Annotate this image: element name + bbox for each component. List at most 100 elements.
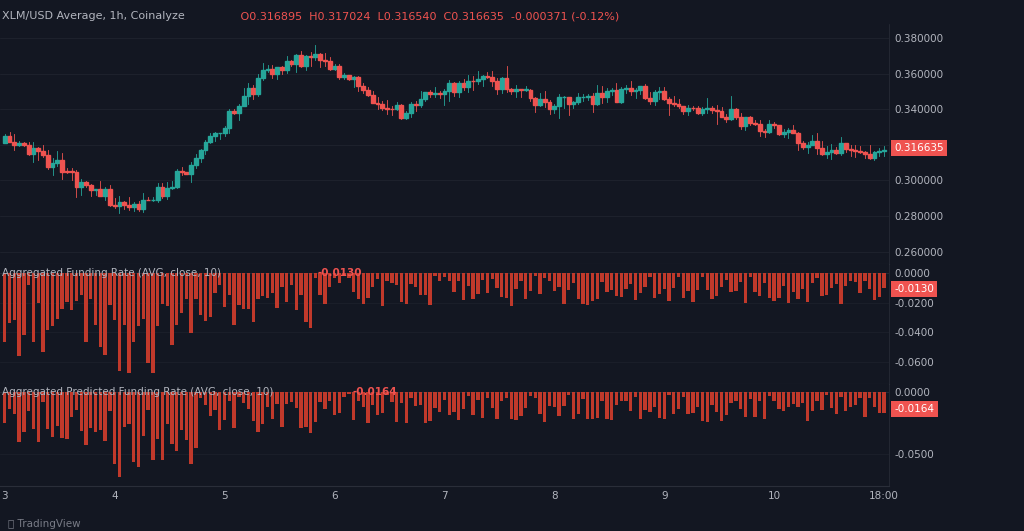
Bar — [610, 392, 613, 421]
Bar — [261, 70, 265, 78]
Bar — [290, 62, 294, 64]
Text: ⧉ TradingView: ⧉ TradingView — [8, 519, 81, 529]
Bar — [863, 392, 866, 417]
Bar — [146, 273, 150, 363]
Bar — [390, 392, 393, 401]
Bar — [270, 273, 274, 293]
Bar — [447, 83, 452, 91]
Bar — [514, 273, 518, 289]
Bar — [476, 392, 479, 400]
Bar — [237, 106, 241, 113]
Bar — [294, 55, 298, 64]
Bar — [414, 273, 418, 287]
Bar — [485, 273, 489, 293]
Bar — [471, 273, 475, 298]
Bar — [80, 273, 83, 295]
Bar — [562, 273, 565, 304]
Bar — [60, 160, 65, 172]
Bar — [796, 133, 800, 143]
Bar — [51, 273, 54, 326]
Bar — [433, 273, 436, 276]
Bar — [500, 273, 504, 297]
Bar — [232, 111, 237, 113]
Bar — [577, 273, 580, 299]
Bar — [849, 149, 853, 150]
Bar — [811, 392, 814, 411]
Bar — [820, 148, 824, 153]
Bar — [749, 117, 753, 123]
Bar — [786, 130, 791, 132]
Bar — [609, 90, 613, 91]
Bar — [548, 102, 552, 109]
Bar — [668, 273, 671, 302]
Bar — [682, 392, 685, 397]
Bar — [629, 392, 633, 410]
Bar — [351, 78, 355, 79]
Bar — [863, 152, 867, 154]
Bar — [266, 392, 269, 407]
Bar — [754, 392, 757, 417]
Bar — [824, 152, 828, 153]
Bar — [786, 273, 791, 303]
Bar — [872, 273, 877, 300]
Bar — [792, 392, 795, 404]
Bar — [89, 392, 92, 427]
Bar — [189, 273, 193, 333]
Bar — [700, 273, 705, 277]
Bar — [548, 273, 551, 281]
Bar — [514, 89, 518, 91]
Bar — [591, 96, 595, 105]
Bar — [519, 89, 523, 90]
Bar — [46, 155, 50, 167]
Bar — [3, 273, 6, 342]
Bar — [763, 131, 767, 132]
Bar — [137, 392, 140, 467]
Bar — [858, 273, 862, 293]
Bar — [829, 273, 834, 288]
Bar — [797, 392, 800, 407]
Bar — [27, 145, 31, 155]
Bar — [17, 392, 20, 442]
Bar — [376, 102, 380, 104]
Bar — [505, 392, 508, 398]
Bar — [367, 273, 370, 297]
Bar — [878, 151, 882, 152]
Bar — [41, 151, 45, 155]
Bar — [385, 392, 389, 395]
Bar — [753, 123, 757, 124]
Bar — [318, 54, 323, 60]
Bar — [89, 185, 93, 190]
Bar — [720, 111, 724, 117]
Bar — [505, 273, 508, 298]
Bar — [309, 273, 312, 328]
Bar — [700, 392, 705, 421]
Bar — [600, 93, 604, 97]
Bar — [410, 273, 413, 284]
Bar — [844, 392, 848, 411]
Bar — [3, 392, 6, 423]
Bar — [238, 392, 241, 398]
Bar — [122, 202, 126, 205]
Bar — [797, 273, 800, 298]
Bar — [12, 392, 16, 414]
Bar — [419, 392, 422, 405]
Bar — [758, 273, 762, 296]
Text: Aggregated Funding Rate (AVG, close, 10): Aggregated Funding Rate (AVG, close, 10) — [2, 268, 221, 278]
Bar — [304, 273, 307, 322]
Bar — [462, 392, 465, 409]
Bar — [404, 392, 408, 423]
Bar — [591, 273, 594, 301]
Bar — [610, 273, 613, 290]
Bar — [639, 392, 642, 419]
Bar — [677, 104, 681, 106]
Bar — [252, 392, 255, 421]
Bar — [218, 392, 221, 430]
Bar — [323, 60, 327, 61]
Bar — [180, 392, 183, 430]
Bar — [476, 79, 480, 81]
Bar — [238, 273, 241, 305]
Bar — [754, 273, 757, 292]
Text: 0.316635: 0.316635 — [894, 143, 944, 153]
Bar — [577, 97, 581, 102]
Bar — [376, 273, 379, 279]
